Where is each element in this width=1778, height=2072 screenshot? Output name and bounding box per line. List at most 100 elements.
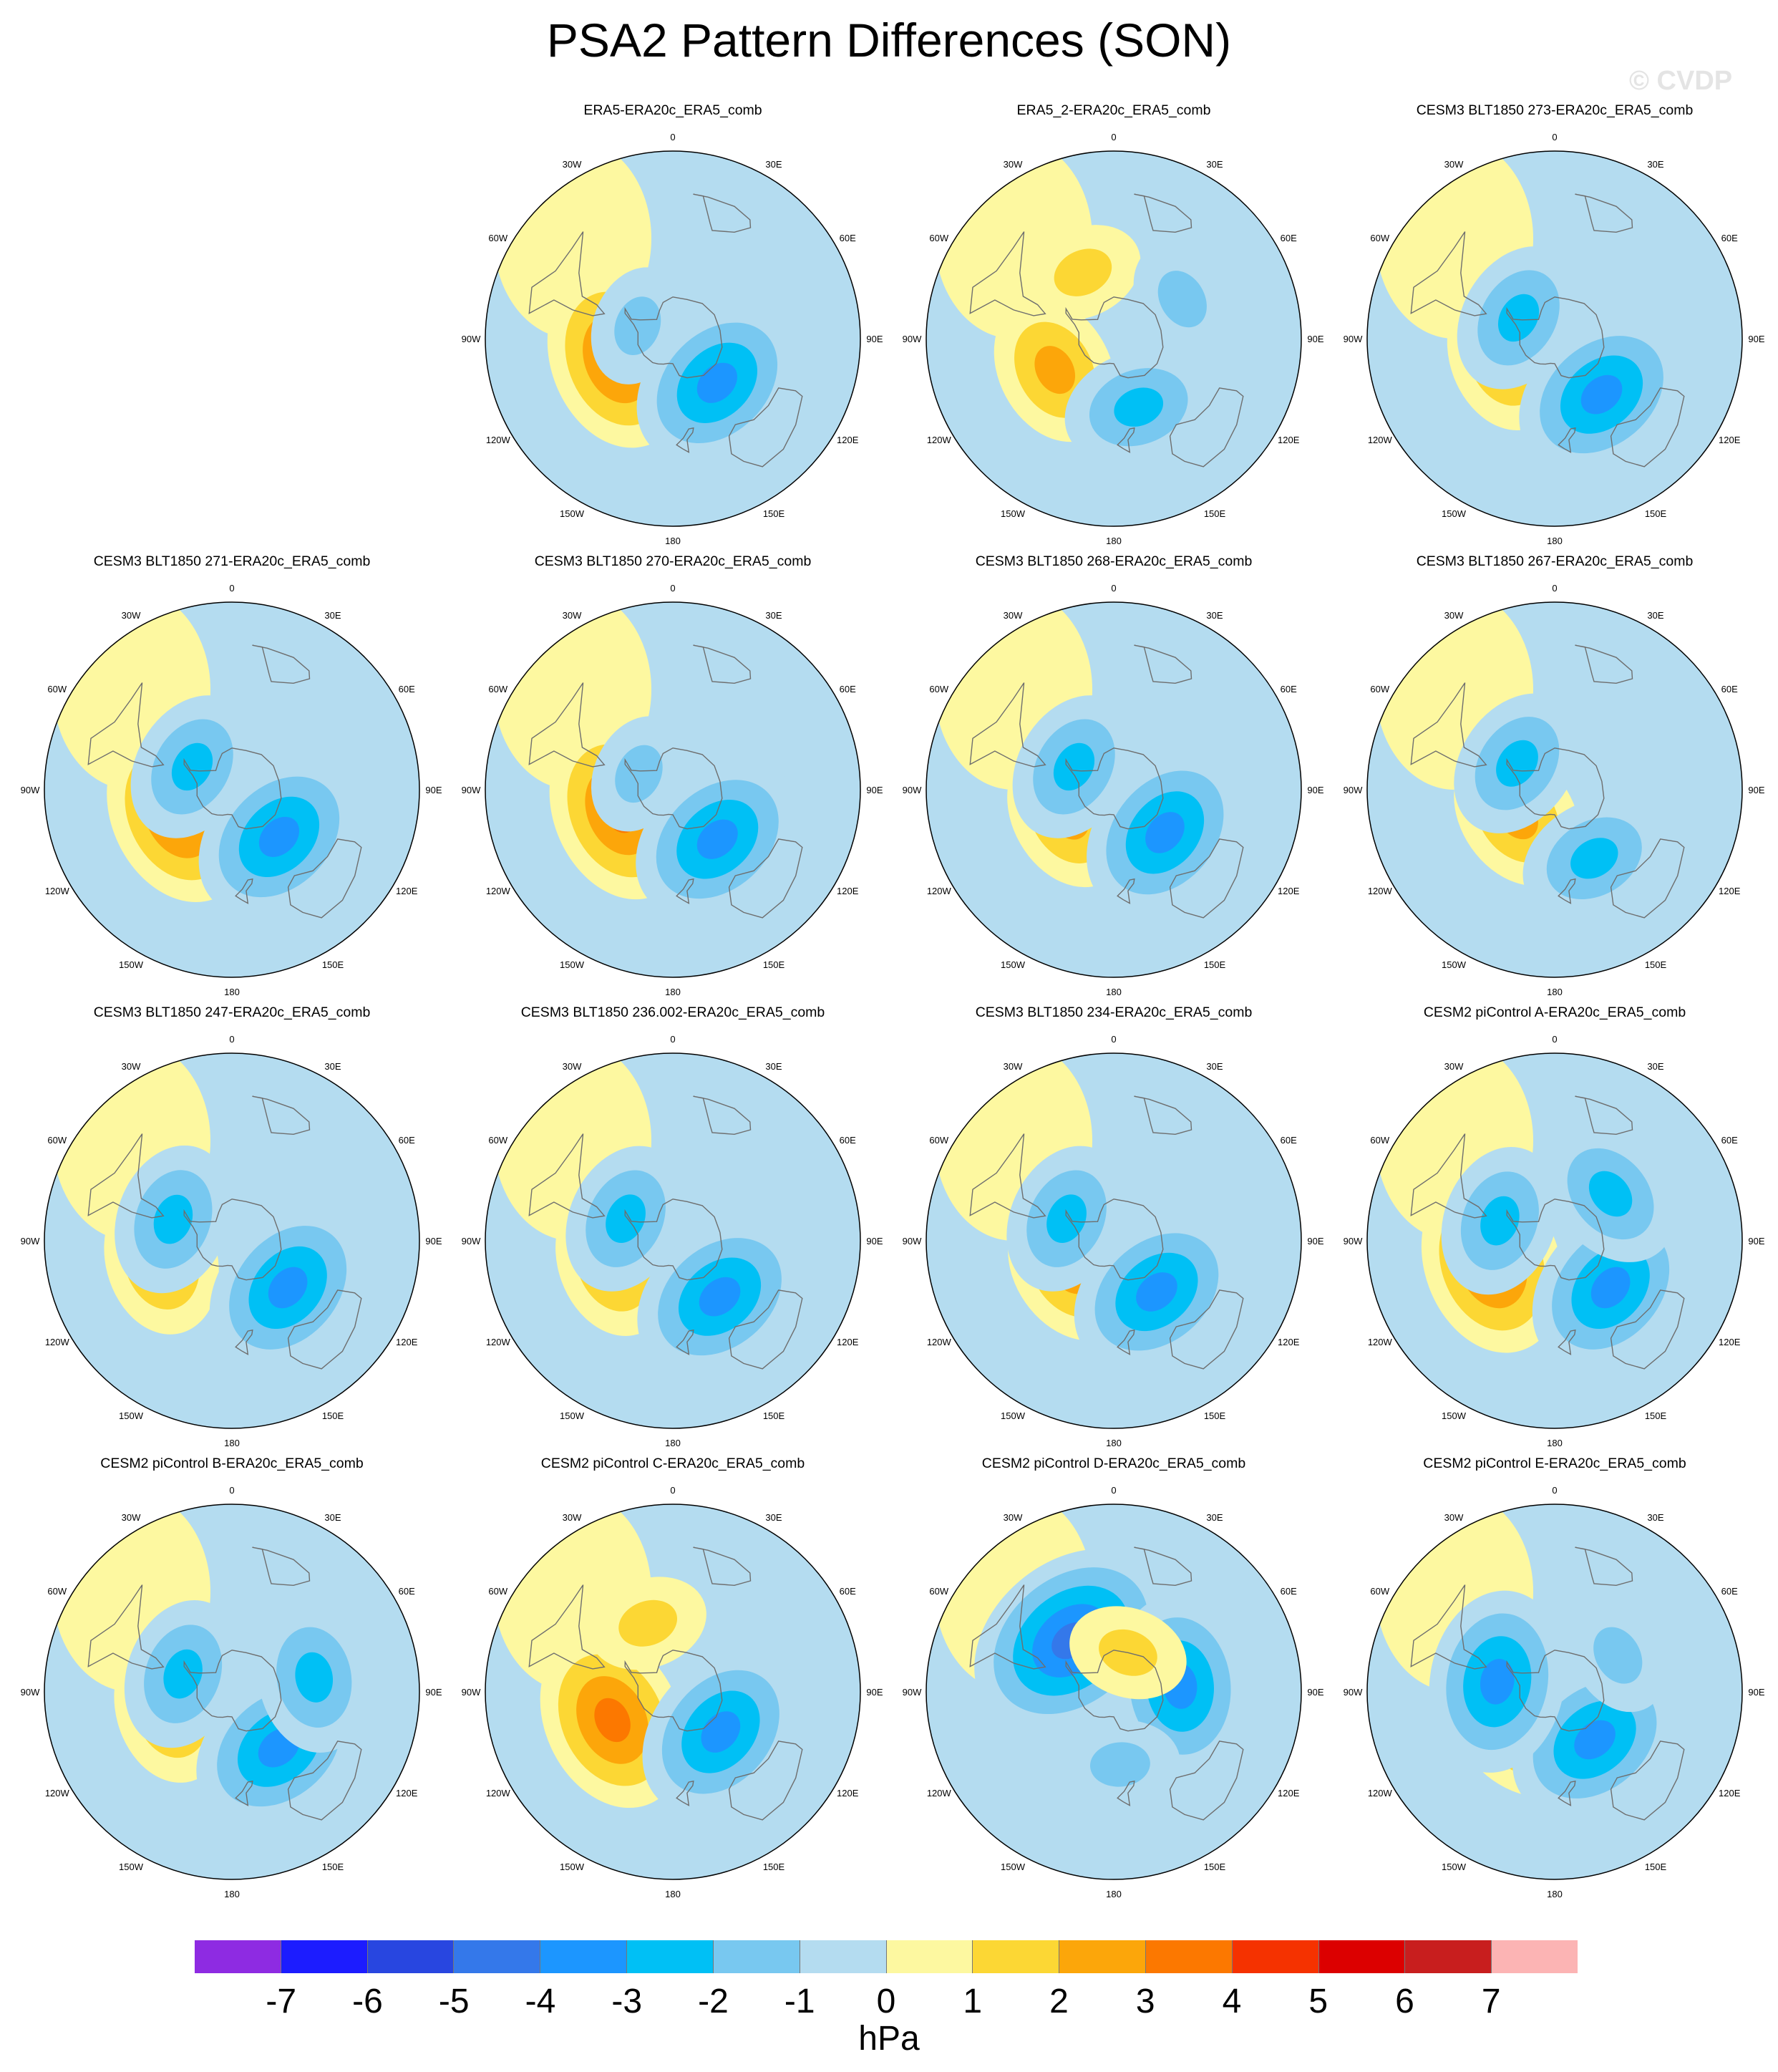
panel-title: ERA5-ERA20c_ERA5_comb	[583, 102, 762, 118]
longitude-label: 30E	[1647, 159, 1663, 170]
contour-band	[1053, 742, 1095, 791]
polar-map: 0 30E 60E 90E 120E 150E 180 150W 120W 90W 60W 30W	[903, 1034, 1324, 1448]
map-border	[485, 1052, 861, 1429]
colorbar-box	[973, 1940, 1060, 1973]
longitude-label: 30W	[563, 159, 582, 170]
longitude-label: 60E	[1721, 233, 1738, 243]
panel-title: CESM3 BLT1850 271-ERA20c_ERA5_comb	[93, 553, 371, 569]
longitude-label: 150W	[1442, 1410, 1467, 1421]
longitude-label: 150E	[763, 1862, 785, 1872]
coastline	[87, 1133, 165, 1219]
contour-band	[1054, 248, 1112, 296]
coastline	[1610, 1289, 1685, 1370]
map-border	[485, 1504, 861, 1880]
contour-band	[594, 1698, 631, 1743]
coastline	[1065, 747, 1164, 830]
longitude-label: 180	[1547, 536, 1563, 546]
longitude-label: 90E	[1748, 334, 1764, 344]
longitude-label: 120E	[1719, 1788, 1741, 1799]
map-panel: CESM3 BLT1850 247-ERA20c_ERA5_comb 0 30E 60…	[10, 1004, 454, 1463]
coastline	[1558, 878, 1576, 904]
longitude-label: 120W	[1368, 886, 1393, 896]
coastline	[1575, 644, 1633, 684]
coastline	[1506, 1199, 1605, 1281]
map-border	[1366, 1504, 1743, 1880]
longitude-label: 120W	[486, 435, 511, 445]
contour-band	[1580, 374, 1623, 415]
longitude-label: 90E	[425, 1687, 442, 1698]
contour-band	[1114, 387, 1164, 427]
coastline	[1558, 1329, 1576, 1355]
map-border	[926, 1504, 1302, 1880]
longitude-label: 60E	[840, 684, 856, 694]
contour-band	[1496, 740, 1538, 787]
longitude-label: 120E	[396, 886, 418, 896]
coastline	[183, 747, 282, 830]
coastline	[252, 1095, 311, 1136]
longitude-label: 0	[670, 1485, 675, 1496]
longitude-label: 30E	[324, 610, 341, 621]
coastline	[1410, 1133, 1487, 1219]
contour-band	[696, 362, 737, 403]
map-field	[485, 1053, 860, 1428]
map-border	[485, 601, 861, 978]
map-field	[926, 1504, 1301, 1879]
longitude-label: 30E	[765, 1512, 782, 1523]
longitude-label: 120E	[1278, 1337, 1300, 1347]
colorbar-box	[195, 1940, 281, 1973]
map-panel: ERA5-ERA20c_ERA5_comb 0 30E 60E 90E 120E 150E 1…	[451, 102, 895, 561]
colorbar-box	[540, 1940, 628, 1973]
coastline	[624, 296, 723, 379]
map-border	[485, 150, 861, 527]
coastline	[693, 193, 752, 233]
colorbar-tick-label: -7	[266, 1983, 297, 2020]
panel-title: CESM3 BLT1850 273-ERA20c_ERA5_comb	[1416, 102, 1694, 118]
contour-band	[1588, 1171, 1633, 1217]
contour-band	[258, 816, 300, 857]
contour-band	[1157, 271, 1207, 328]
coastline	[1558, 427, 1576, 453]
colorbar-box	[1492, 1940, 1578, 1973]
longitude-label: 30E	[324, 1512, 341, 1523]
coastline	[624, 747, 723, 830]
contour-band	[1593, 1627, 1643, 1684]
coastline	[728, 1289, 803, 1370]
longitude-label: 90W	[462, 334, 481, 344]
panel-title: ERA5_2-ERA20c_ERA5_comb	[1016, 102, 1211, 118]
longitude-label: 150E	[1645, 959, 1667, 970]
longitude-label: 90E	[1307, 785, 1323, 795]
panel-title: CESM2 piControl A-ERA20c_ERA5_comb	[1423, 1004, 1686, 1020]
panel-title: CESM2 piControl C-ERA20c_ERA5_comb	[540, 1456, 805, 1471]
longitude-label: 180	[665, 536, 681, 546]
longitude-label: 180	[1106, 987, 1122, 997]
longitude-label: 60W	[1370, 1135, 1389, 1146]
map-panel: CESM3 BLT1850 270-ERA20c_ERA5_comb 0 30E 60…	[451, 553, 895, 1012]
colorbar-box	[1318, 1940, 1406, 1973]
longitude-label: 30E	[1647, 610, 1663, 621]
longitude-label: 150W	[560, 1410, 585, 1421]
longitude-label: 180	[1547, 987, 1563, 997]
longitude-label: 120E	[1278, 1788, 1300, 1799]
longitude-label: 150W	[119, 1862, 144, 1872]
longitude-label: 0	[670, 583, 675, 594]
longitude-label: 90E	[1307, 1236, 1323, 1246]
contour-band	[1034, 346, 1076, 394]
coastline	[183, 1199, 282, 1281]
longitude-label: 120E	[837, 435, 859, 445]
coastline	[252, 1546, 311, 1587]
colorbar-box	[713, 1940, 800, 1973]
coastline	[1506, 296, 1605, 379]
coastline	[1610, 838, 1685, 919]
coastline	[1575, 1095, 1633, 1136]
coastline	[1117, 1329, 1135, 1355]
colorbar-box	[886, 1940, 973, 1973]
map-field	[926, 602, 1301, 977]
longitude-label: 30W	[1444, 1061, 1464, 1072]
longitude-label: 60W	[1370, 684, 1389, 694]
colorbar	[195, 1940, 1578, 1973]
coastline	[693, 644, 752, 684]
longitude-label: 0	[1552, 1034, 1557, 1045]
longitude-label: 60W	[47, 1135, 67, 1146]
colorbar-tick-label: 0	[876, 1983, 896, 2020]
longitude-label: 90E	[1748, 1236, 1764, 1246]
